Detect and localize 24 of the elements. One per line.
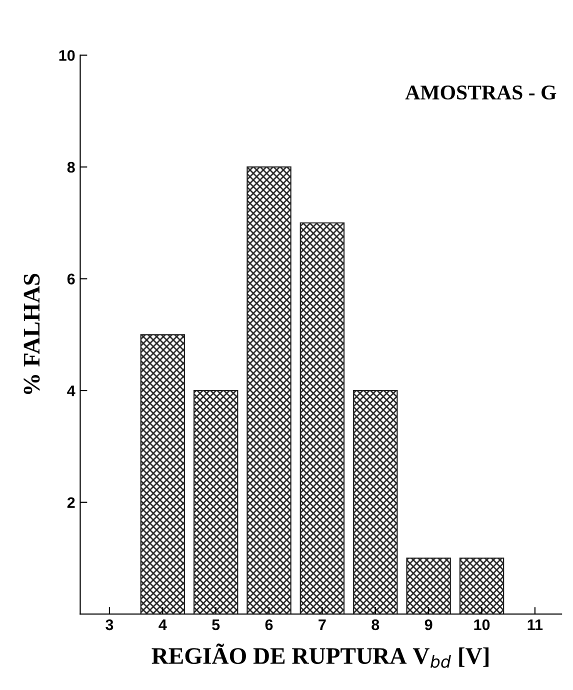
x-tick-label: 5	[212, 620, 220, 630]
text: AMOSTRAS - G	[405, 86, 556, 100]
y-tick-label: 2	[67, 497, 75, 508]
bar	[353, 390, 398, 614]
y-tick-label: 8	[67, 162, 75, 173]
y-tick-label: 10	[59, 50, 75, 61]
x-tick-label: 11	[528, 620, 543, 630]
y-axis-title: % FALHAS	[24, 274, 40, 394]
x-tick-label: 9	[424, 619, 432, 630]
bar	[193, 390, 238, 614]
bar	[246, 166, 292, 614]
x-axis-title: REGIÃO DE RUPTURA V$_{bd}$ [V]	[152, 644, 488, 668]
x-tick-label: 6	[265, 619, 273, 630]
bar	[140, 334, 186, 614]
x-tick-label: 3	[106, 619, 114, 630]
x-tick-label: 7	[318, 620, 326, 630]
y-tick-label: 6	[67, 274, 75, 284]
x-tick-label: 10	[474, 619, 490, 630]
bar	[406, 558, 451, 614]
y-tick-label: 4	[67, 386, 76, 396]
x-tick-label: 4	[158, 620, 167, 630]
bar	[300, 222, 345, 614]
x-tick-label: 8	[372, 619, 380, 630]
bar	[459, 558, 504, 614]
